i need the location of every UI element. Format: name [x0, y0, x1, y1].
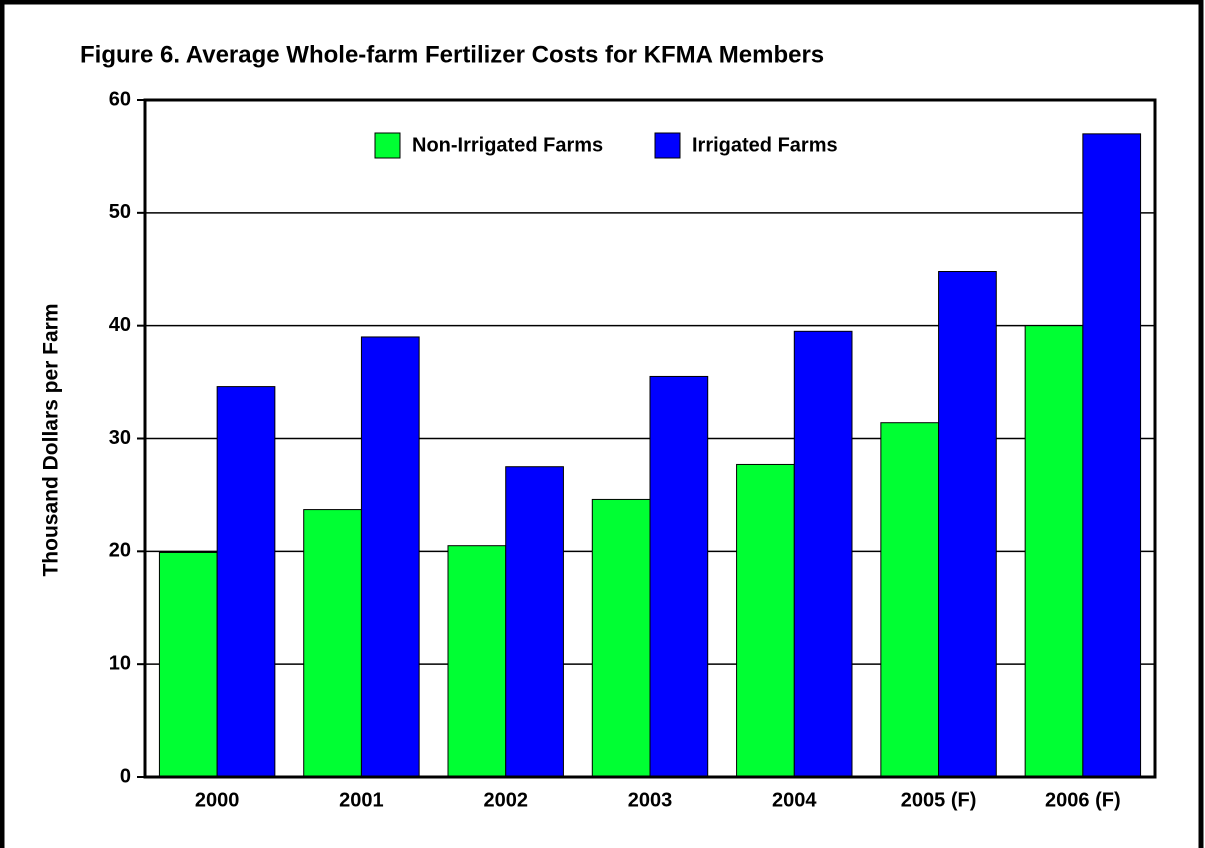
legend-swatch — [374, 132, 401, 159]
y-tick-label: 0 — [120, 765, 131, 787]
y-tick-label: 40 — [109, 314, 131, 336]
bar — [736, 463, 795, 778]
bar — [1082, 133, 1142, 778]
y-tick-label: 50 — [109, 201, 131, 223]
legend-label: Non-Irrigated Farms — [412, 134, 603, 156]
y-tick-label: 60 — [109, 88, 131, 110]
x-tick-label: 2000 — [195, 789, 240, 811]
y-tick-label: 20 — [109, 540, 131, 562]
chart-title: Figure 6. Average Whole-farm Fertilizer … — [80, 41, 824, 68]
bar — [938, 271, 997, 778]
bar — [649, 375, 709, 778]
bar — [591, 498, 651, 778]
x-tick-label: 2006 (F) — [1045, 789, 1121, 811]
bar — [360, 336, 420, 778]
bar — [216, 386, 276, 778]
y-tick-label: 10 — [109, 652, 131, 674]
y-tick-label: 30 — [109, 427, 131, 449]
plot-frame — [143, 98, 1157, 779]
bar — [793, 330, 853, 778]
bar — [303, 509, 362, 778]
x-tick-label: 2002 — [483, 789, 528, 811]
legend-label: Irrigated Farms — [692, 134, 838, 156]
legend-swatch — [654, 132, 681, 159]
x-tick-label: 2004 — [772, 789, 817, 811]
x-tick-label: 2003 — [628, 789, 673, 811]
bar — [447, 545, 507, 778]
bar — [1024, 325, 1084, 778]
x-tick-label: 2005 (F) — [901, 789, 977, 811]
bar — [880, 422, 940, 778]
bar — [505, 466, 564, 778]
x-tick-label: 2001 — [339, 789, 384, 811]
bar — [158, 551, 218, 778]
y-axis-label: Thousand Dollars per Farm — [40, 303, 63, 576]
